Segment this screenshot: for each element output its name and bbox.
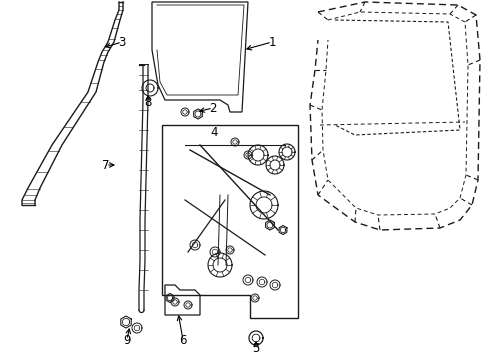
Text: 9: 9: [123, 333, 130, 346]
Text: 7: 7: [102, 158, 109, 171]
Text: 4: 4: [210, 126, 217, 139]
Text: 1: 1: [268, 36, 275, 49]
Text: 8: 8: [144, 95, 151, 108]
Text: 5: 5: [252, 342, 259, 355]
Text: 6: 6: [179, 333, 186, 346]
Text: 2: 2: [209, 102, 216, 114]
Text: 3: 3: [118, 36, 125, 49]
